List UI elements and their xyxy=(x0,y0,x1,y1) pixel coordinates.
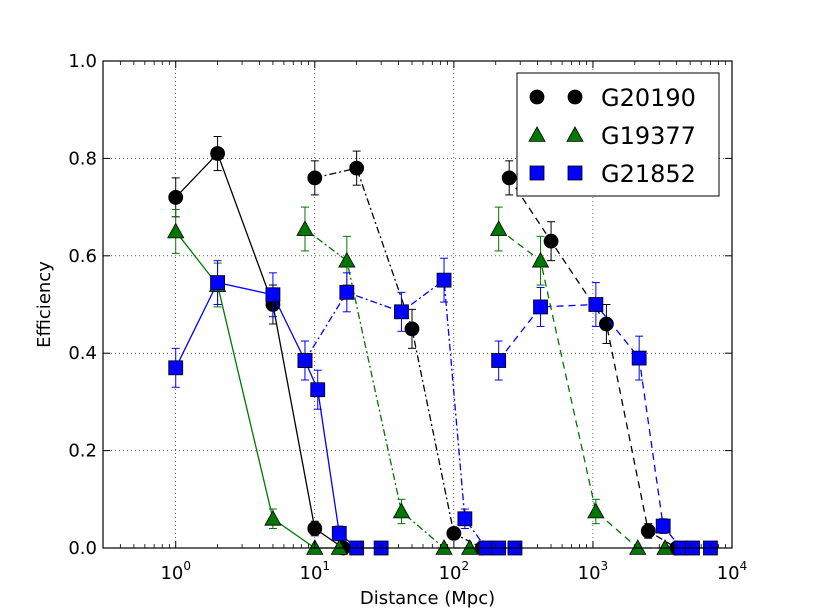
data-point xyxy=(167,222,185,239)
data-point xyxy=(264,509,282,526)
data-point xyxy=(461,539,479,555)
data-point xyxy=(330,539,348,555)
data-point xyxy=(296,220,314,236)
data-point xyxy=(656,539,674,555)
data-point xyxy=(392,502,411,519)
x-tick-label: 103 xyxy=(578,559,609,584)
y-axis-label: Efficiency xyxy=(34,261,55,348)
data-point xyxy=(588,297,604,312)
x-tick-exponent: 0 xyxy=(183,559,191,573)
y-tick-label: 0.0 xyxy=(68,538,97,559)
x-tick-base: 10 xyxy=(300,563,323,584)
data-point xyxy=(489,220,508,236)
data-point xyxy=(338,251,356,268)
data-point xyxy=(446,525,462,541)
data-point xyxy=(297,353,313,368)
legend-marker xyxy=(529,165,545,181)
legend-label: G21852 xyxy=(601,160,696,188)
x-tick-base: 10 xyxy=(439,563,462,584)
x-tick-base: 10 xyxy=(717,563,740,584)
data-point xyxy=(331,525,347,541)
data-point xyxy=(394,304,409,320)
data-point xyxy=(457,511,473,527)
data-point xyxy=(210,146,225,161)
legend-entry-g20190: G20190 xyxy=(529,84,696,112)
x-tick-exponent: 3 xyxy=(601,559,609,573)
data-point xyxy=(543,233,559,249)
data-point xyxy=(168,360,184,376)
plot-frame xyxy=(102,60,733,549)
x-tick-label: 102 xyxy=(439,559,470,584)
legend-entry-g19377: G19377 xyxy=(528,122,696,150)
data-point xyxy=(436,272,452,288)
data-point xyxy=(491,353,507,368)
x-tick-label: 104 xyxy=(717,559,748,584)
data-point xyxy=(629,539,647,555)
x-axis-label: Distance (Mpc) xyxy=(360,588,495,609)
legend-label: G19377 xyxy=(601,122,696,150)
data-point xyxy=(339,284,355,300)
series-g19377-group-2 xyxy=(296,206,479,555)
data-point xyxy=(501,170,517,186)
legend-entry-g21852: G21852 xyxy=(529,160,696,188)
x-tick-label: 100 xyxy=(160,559,191,584)
x-tick-base: 10 xyxy=(160,563,183,584)
legend-marker xyxy=(567,89,583,105)
data-point xyxy=(640,523,656,539)
data-point xyxy=(310,382,326,398)
series-line xyxy=(304,228,470,549)
data-point xyxy=(655,518,671,534)
series-line xyxy=(508,177,677,549)
data-point xyxy=(168,189,184,205)
series-line xyxy=(304,278,515,549)
series-g20190-group-3 xyxy=(501,160,685,556)
data-point xyxy=(210,275,225,290)
legend-box xyxy=(516,72,720,197)
x-tick-exponent: 4 xyxy=(740,559,748,573)
data-point xyxy=(599,316,614,332)
legend: G20190 G19377 G21852 xyxy=(516,72,720,197)
data-point xyxy=(349,160,365,176)
series-g21852-group-2 xyxy=(297,257,523,556)
x-tick-exponent: 2 xyxy=(461,559,469,573)
y-tick-label: 0.2 xyxy=(68,441,97,462)
x-tick-label: 101 xyxy=(300,559,331,584)
y-tick-label: 1.0 xyxy=(68,51,97,72)
legend-marker xyxy=(529,89,545,105)
data-point xyxy=(404,321,420,337)
data-point xyxy=(307,521,323,536)
y-tick-label: 0.4 xyxy=(68,343,97,364)
data-point xyxy=(587,502,605,519)
y-tick-label: 0.8 xyxy=(68,148,97,169)
x-tick-base: 10 xyxy=(578,563,601,584)
legend-marker xyxy=(528,126,546,142)
series-layer xyxy=(167,135,718,556)
data-point xyxy=(265,287,281,303)
data-point xyxy=(631,350,647,366)
data-point xyxy=(531,251,550,268)
legend-marker xyxy=(567,165,583,181)
legend-marker xyxy=(566,126,584,142)
y-tick-label: 0.6 xyxy=(68,246,97,267)
legend-label: G20190 xyxy=(601,84,696,112)
data-point xyxy=(533,299,548,315)
data-point xyxy=(307,170,323,186)
x-tick-exponent: 1 xyxy=(322,559,330,573)
